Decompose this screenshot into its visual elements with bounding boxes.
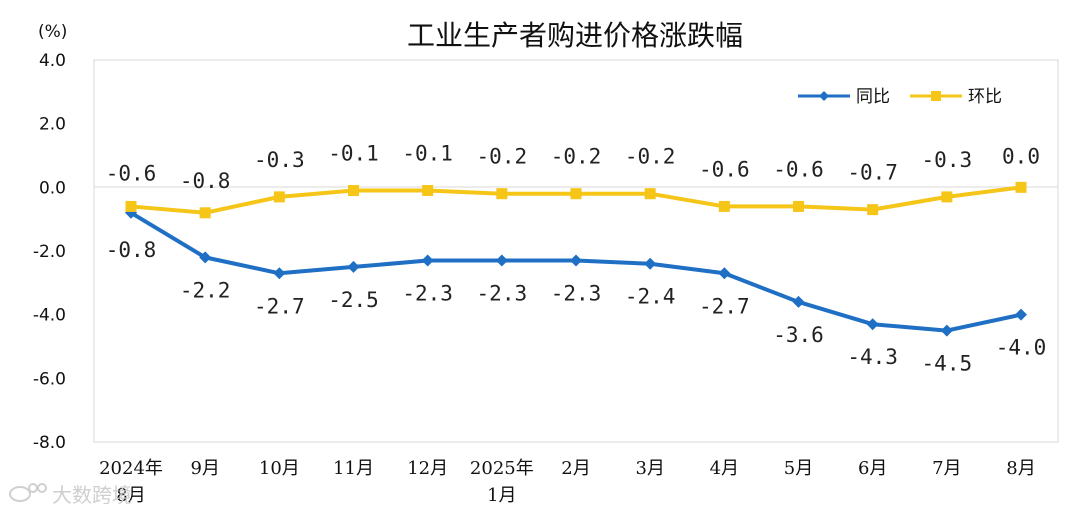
y-tick-label: -8.0 bbox=[33, 433, 66, 453]
data-label-mom: -0.1 bbox=[328, 142, 379, 166]
chart-title: 工业生产者购进价格涨跌幅 bbox=[407, 19, 743, 52]
data-point-yoy bbox=[940, 324, 953, 337]
data-label-mom: -0.8 bbox=[180, 169, 231, 193]
data-label-yoy: -2.3 bbox=[477, 282, 528, 306]
legend: 同比 环比 bbox=[798, 87, 1002, 107]
data-point-mom bbox=[718, 200, 730, 212]
data-point-mom bbox=[867, 204, 879, 216]
x-tick-label: 11月 bbox=[333, 458, 374, 479]
data-point-mom bbox=[793, 200, 804, 212]
x-axis-ticks: 2024年 8月 9月 10月 11月 12月 2025年 1月 2月 3月 4月 5月 6月 7月 8月 bbox=[99, 458, 1036, 506]
y-tick-label: 4.0 bbox=[39, 51, 66, 71]
x-tick-label: 8月 bbox=[116, 485, 145, 506]
y-tick-label: 2.0 bbox=[39, 115, 66, 135]
y-axis-ticks: 4.0 2.0 0.0 -2.0 -4.0 -6.0 -8.0 bbox=[33, 51, 66, 453]
x-tick-label: 7月 bbox=[932, 458, 961, 479]
data-point-mom bbox=[199, 207, 211, 219]
legend-entry-mom: 环比 bbox=[910, 87, 1002, 107]
data-point-yoy bbox=[792, 295, 805, 308]
data-point-mom bbox=[1015, 181, 1027, 193]
data-label-yoy: -4.3 bbox=[847, 345, 898, 369]
y-tick-label: 0.0 bbox=[39, 178, 66, 198]
data-point-yoy bbox=[421, 254, 434, 267]
legend-yoy-label: 同比 bbox=[856, 87, 890, 107]
y-tick-label: -4.0 bbox=[33, 306, 66, 326]
legend-mom-label: 环比 bbox=[968, 87, 1002, 107]
x-tick-label: 12月 bbox=[407, 458, 448, 479]
x-tick-label: 1月 bbox=[487, 485, 516, 506]
x-tick-label: 4月 bbox=[710, 458, 739, 479]
data-label-yoy: -0.8 bbox=[106, 238, 157, 262]
x-tick-label: 2024年 bbox=[99, 458, 163, 479]
data-label-yoy: -2.3 bbox=[402, 282, 453, 306]
watermark-text: 大数跨境 bbox=[52, 483, 132, 507]
data-label-mom: -0.3 bbox=[254, 148, 305, 172]
data-label-mom: -0.2 bbox=[625, 145, 676, 169]
x-tick-label: 5月 bbox=[784, 458, 813, 479]
data-label-mom: 0.0 bbox=[1002, 144, 1040, 168]
data-label-yoy: -4.0 bbox=[996, 336, 1047, 360]
plot-frame bbox=[93, 59, 1059, 443]
x-tick-label: 6月 bbox=[858, 458, 887, 479]
data-point-mom bbox=[941, 191, 953, 203]
data-point-yoy bbox=[644, 257, 657, 270]
data-point-mom bbox=[273, 191, 285, 203]
legend-entry-yoy: 同比 bbox=[798, 87, 890, 107]
data-label-yoy: -2.3 bbox=[551, 282, 602, 306]
weibo-logo-icon bbox=[9, 483, 47, 502]
x-tick-label: 3月 bbox=[635, 458, 664, 479]
data-label-yoy: -2.5 bbox=[328, 288, 379, 312]
y-axis-unit: (%) bbox=[38, 22, 67, 42]
x-tick-label: 8月 bbox=[1006, 458, 1035, 479]
legend-mom-marker bbox=[931, 91, 941, 101]
data-labels-layer: -0.8 -2.2 -2.7 -2.5 -2.3 -2.3 -2.3 -2.4 -2.7 -3.6… bbox=[106, 142, 1047, 376]
data-point-mom bbox=[570, 188, 582, 200]
data-point-mom bbox=[644, 188, 656, 200]
data-label-yoy: -2.7 bbox=[699, 294, 750, 318]
x-tick-label: 9月 bbox=[190, 458, 219, 479]
data-label-mom: -0.3 bbox=[922, 148, 973, 172]
data-label-yoy: -3.6 bbox=[773, 323, 824, 347]
data-label-mom: -0.2 bbox=[551, 145, 602, 169]
x-tick-label: 2月 bbox=[561, 458, 590, 479]
data-label-mom: -0.6 bbox=[699, 157, 750, 181]
data-label-mom: -0.1 bbox=[402, 142, 453, 166]
data-point-mom bbox=[348, 185, 359, 197]
data-label-yoy: -2.4 bbox=[625, 285, 676, 309]
data-point-yoy bbox=[347, 260, 360, 273]
data-point-mom bbox=[125, 200, 137, 212]
data-point-yoy bbox=[199, 251, 212, 264]
x-tick-label: 2025年 bbox=[470, 458, 534, 479]
watermark: 大数跨境 bbox=[9, 483, 132, 507]
data-point-yoy bbox=[718, 267, 731, 280]
data-label-yoy: -2.7 bbox=[254, 294, 305, 318]
data-point-yoy bbox=[273, 267, 286, 280]
x-tick-label: 10月 bbox=[259, 458, 300, 479]
y-tick-label: -6.0 bbox=[33, 369, 66, 389]
data-label-yoy: -4.5 bbox=[922, 352, 973, 376]
data-point-mom bbox=[422, 185, 434, 197]
data-point-yoy bbox=[495, 254, 508, 267]
data-point-mom bbox=[496, 188, 508, 200]
data-label-mom: -0.6 bbox=[106, 161, 157, 185]
data-point-yoy bbox=[1015, 308, 1027, 321]
y-tick-label: -2.0 bbox=[33, 242, 66, 262]
data-label-mom: -0.2 bbox=[477, 145, 528, 169]
series-layer bbox=[125, 181, 1027, 337]
data-point-yoy bbox=[866, 318, 879, 331]
data-label-mom: -0.7 bbox=[847, 161, 898, 185]
legend-yoy-marker bbox=[819, 91, 829, 101]
data-point-yoy bbox=[570, 254, 582, 267]
data-label-mom: -0.6 bbox=[773, 157, 824, 181]
data-label-yoy: -2.2 bbox=[180, 278, 231, 302]
